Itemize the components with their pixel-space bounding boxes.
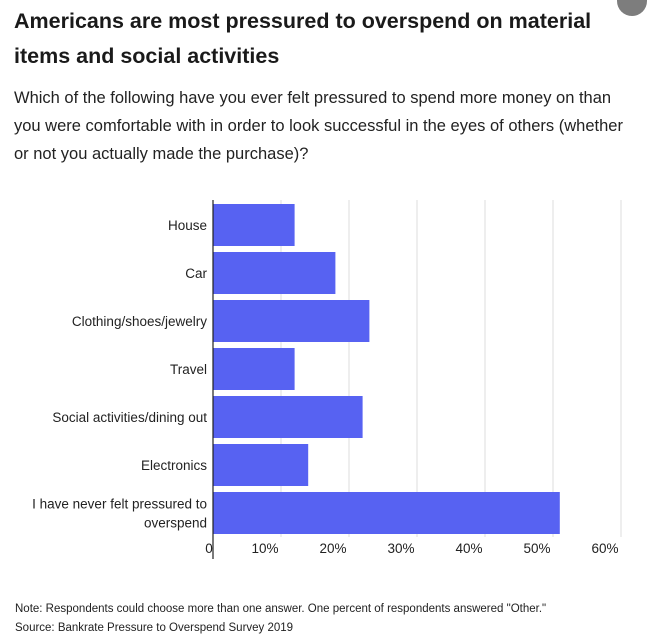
tick-label: 50%: [523, 541, 550, 556]
bar[interactable]: [213, 396, 363, 438]
category-label: House: [168, 218, 207, 233]
corner-button[interactable]: [617, 0, 647, 16]
bar[interactable]: [213, 348, 295, 390]
bar[interactable]: [213, 204, 295, 246]
source-text: Source: Bankrate Pressure to Overspend S…: [15, 622, 294, 634]
bar[interactable]: [213, 252, 336, 294]
footnote: Note: Respondents could choose more than…: [15, 600, 546, 638]
category-label: I have never felt pressured to overspend: [32, 497, 207, 531]
grid-lines: [280, 200, 622, 537]
tick-label: 20%: [319, 541, 346, 556]
tick-label: 10%: [251, 541, 278, 556]
bar-chart: House Car Clothing/shoes/jewelry Travel Soci…: [32, 200, 622, 559]
chart-subtitle: Which of the following have you ever fel…: [14, 89, 623, 163]
category-label: Clothing/shoes/jewelry: [72, 314, 207, 329]
tick-labels: 0 10% 20% 30% 40% 50% 60%: [205, 541, 618, 556]
bar[interactable]: [213, 300, 370, 342]
category-label: Travel: [170, 362, 207, 377]
category-label: Electronics: [141, 458, 207, 473]
tick-label: 60%: [591, 541, 618, 556]
bar[interactable]: [213, 492, 560, 534]
note-text: Note: Respondents could choose more than…: [15, 603, 547, 615]
bar[interactable]: [213, 444, 309, 486]
tick-label: 40%: [455, 541, 482, 556]
tick-label: 30%: [387, 541, 414, 556]
category-label: Social activities/dining out: [52, 410, 207, 425]
chart-title: Americans are most pressured to overspen…: [14, 9, 592, 68]
bars: [213, 204, 560, 534]
tick-label: 0: [205, 541, 213, 556]
category-labels: House Car Clothing/shoes/jewelry Travel Soci…: [32, 218, 207, 531]
category-label: Car: [185, 266, 207, 281]
